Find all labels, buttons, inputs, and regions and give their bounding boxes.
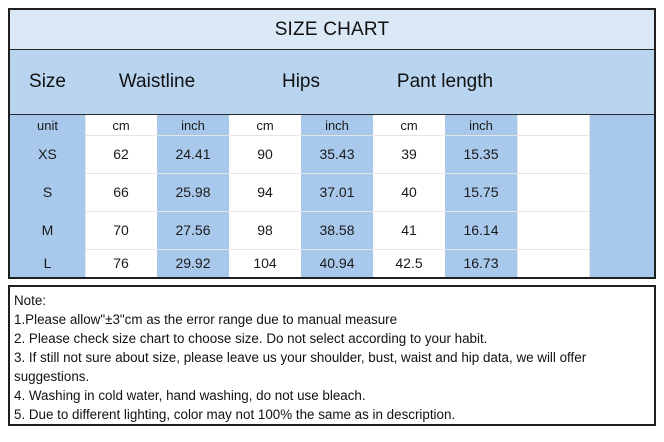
- note-line-2: 2. Please check size chart to choose siz…: [14, 331, 488, 346]
- table-cell: 104: [253, 255, 277, 271]
- table-cell: 37.01: [319, 184, 355, 200]
- table-cell: 39: [401, 146, 417, 162]
- table-cell: 38.58: [319, 222, 355, 238]
- notes-heading: Note:: [14, 293, 47, 308]
- table-cell: 35.43: [319, 146, 355, 162]
- table-cell: 40.94: [319, 255, 355, 271]
- table-cell: 70: [113, 222, 129, 238]
- chart-title: SIZE CHART: [10, 10, 654, 50]
- size-xs: XS: [38, 146, 57, 162]
- unit-cm: cm: [400, 117, 418, 133]
- note-line-4: 4. Washing in cold water, hand washing, …: [14, 388, 366, 403]
- note-line-3: 3. If still not sure about size, please …: [14, 350, 587, 384]
- table-cell: 24.41: [175, 146, 211, 162]
- table-cell: 40: [401, 184, 417, 200]
- table-cell: 27.56: [175, 222, 211, 238]
- grid-line: [85, 173, 589, 174]
- table-cell: 15.35: [463, 146, 499, 162]
- header-waistline: Waistline: [118, 71, 196, 92]
- notes-box: Note: 1.Please allow"±3"cm as the error …: [8, 285, 656, 426]
- table-cell: 41: [401, 222, 417, 238]
- column-waist-inch: [157, 115, 229, 277]
- column-size: [10, 115, 85, 277]
- column-waist-cm: [85, 115, 157, 277]
- header-hips: Hips: [281, 71, 320, 92]
- table-cell: 98: [257, 222, 273, 238]
- table-cell: 15.75: [463, 184, 499, 200]
- size-chart-table: SIZE CHART Size Waistline Hips Pant leng…: [8, 8, 656, 279]
- table-cell: 62: [113, 146, 129, 162]
- size-m: M: [41, 222, 54, 238]
- grid-line: [589, 115, 590, 277]
- header-pant-length: Pant length: [396, 71, 494, 92]
- table-cell: 16.14: [463, 222, 499, 238]
- column-length-cm: [373, 115, 445, 277]
- unit-cm: cm: [256, 117, 274, 133]
- grid-line: [517, 115, 518, 277]
- grid-line: [85, 115, 86, 277]
- column-empty: [517, 115, 589, 277]
- table-cell: 16.73: [463, 255, 499, 271]
- header-row: Size Waistline Hips Pant length: [10, 50, 654, 115]
- unit-cm: cm: [112, 117, 130, 133]
- size-s: S: [42, 184, 53, 200]
- table-cell: 25.98: [175, 184, 211, 200]
- column-empty-blue: [589, 115, 654, 277]
- table-cell: 29.92: [175, 255, 211, 271]
- size-grid: unit cm inch cm inch cm inch XS 62 24.41…: [10, 115, 654, 277]
- unit-inch: inch: [181, 117, 205, 133]
- unit-inch: inch: [325, 117, 349, 133]
- unit-label: unit: [37, 117, 58, 133]
- table-cell: 42.5: [395, 255, 423, 271]
- column-hips-inch: [301, 115, 373, 277]
- header-size: Size: [29, 71, 66, 92]
- table-cell: 90: [257, 146, 273, 162]
- unit-inch: inch: [469, 117, 493, 133]
- note-line-5: 5. Due to different lighting, color may …: [14, 407, 456, 422]
- note-line-1: 1.Please allow"±3"cm as the error range …: [14, 312, 398, 327]
- table-cell: 66: [113, 184, 129, 200]
- table-cell: 76: [113, 255, 129, 271]
- table-cell: 94: [257, 184, 273, 200]
- grid-line: [85, 211, 589, 212]
- grid-line: [85, 249, 589, 250]
- column-hips-cm: [229, 115, 301, 277]
- size-l: L: [43, 255, 52, 271]
- grid-line: [85, 135, 589, 136]
- column-length-inch: [445, 115, 517, 277]
